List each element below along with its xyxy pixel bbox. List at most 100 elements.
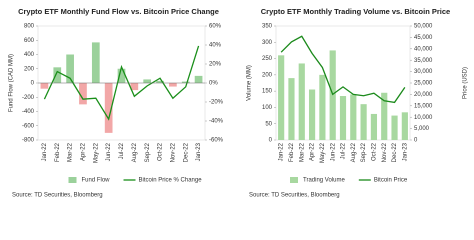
y-tick-label: -800 <box>22 138 35 144</box>
y2-tick-label: 0% <box>209 81 218 87</box>
x-tick-label: Sep-22 <box>145 142 151 162</box>
y-tick-label: 0 <box>31 81 35 87</box>
x-tick-label: Jul-22 <box>119 142 125 159</box>
bar <box>66 54 74 83</box>
x-tick-label: May-22 <box>320 142 326 163</box>
x-tick-label: Jan-23 <box>196 142 202 161</box>
x-tick-label: Oct-22 <box>372 142 378 161</box>
y2-tick-label: -20% <box>209 100 224 106</box>
y-tick-label: 250 <box>262 56 273 62</box>
bar <box>319 74 326 140</box>
bar <box>360 104 367 140</box>
x-tick-label: Jan-23 <box>402 142 408 161</box>
y-axis-title: Volume (MM) <box>247 65 253 101</box>
x-tick-label: Jun-22 <box>106 142 112 161</box>
y-tick-label: 100 <box>262 105 273 111</box>
bar <box>339 96 347 140</box>
bar <box>91 42 100 83</box>
line <box>280 35 406 104</box>
y-axis-title: Fund Flow (CAD MM) <box>9 54 15 112</box>
y-tick-label: 200 <box>262 72 273 78</box>
bar <box>181 81 190 83</box>
y2-tick-label: 45,000 <box>414 35 433 41</box>
source-note: Source: TD Securities, Bloomberg <box>249 193 340 199</box>
x-tick-label: Nov-22 <box>382 142 388 162</box>
legend-swatch <box>290 177 298 183</box>
x-tick-label: Feb-22 <box>55 142 61 162</box>
bar <box>278 55 285 140</box>
bar <box>194 75 203 83</box>
y2-tick-label: 0 <box>414 138 418 144</box>
line <box>43 45 200 121</box>
y2-tick-label: -40% <box>209 119 224 125</box>
y2-tick-label: 40% <box>209 43 222 49</box>
y2-tick-label: 60% <box>209 24 222 30</box>
y-tick-label: -200 <box>22 95 35 101</box>
y2-tick-label: -60% <box>209 138 224 144</box>
bar <box>104 83 113 133</box>
bar <box>117 68 126 83</box>
legend-label: Bitcoin Price % Change <box>139 178 203 184</box>
x-tick-label: Mar-22 <box>68 142 74 162</box>
y-tick-label: 800 <box>24 24 35 30</box>
y2-tick-label: 30,000 <box>414 69 433 75</box>
y-tick-label: 600 <box>24 38 35 44</box>
x-tick-label: Jan-22 <box>279 142 285 161</box>
bar <box>370 113 378 140</box>
x-tick-label: May-22 <box>93 142 99 163</box>
bar <box>288 78 295 140</box>
legend-label: Fund Flow <box>82 178 111 184</box>
y-tick-label: 350 <box>262 24 273 30</box>
x-tick-label: Sep-22 <box>361 142 367 162</box>
chart: Crypto ETF Monthly Fund Flow vs. Bitcoin… <box>9 7 469 199</box>
y-tick-label: -400 <box>22 109 35 115</box>
y-tick-label: 200 <box>24 66 35 72</box>
bar <box>298 63 305 141</box>
y-tick-label: 50 <box>265 121 272 127</box>
x-tick-label: Aug-22 <box>351 142 357 162</box>
x-tick-label: Apr-22 <box>81 142 87 161</box>
y2-tick-label: 50,000 <box>414 24 433 30</box>
y-tick-label: 150 <box>262 89 273 95</box>
y-tick-label: 400 <box>24 52 35 58</box>
x-tick-label: Dec-22 <box>183 142 189 162</box>
y-tick-label: 0 <box>269 138 273 144</box>
y2-tick-label: 10,000 <box>414 115 433 121</box>
y2-tick-label: 5,000 <box>414 126 430 132</box>
y2-tick-label: 35,000 <box>414 58 433 64</box>
bar <box>308 89 316 140</box>
chart-title: Crypto ETF Monthly Fund Flow vs. Bitcoin… <box>18 7 219 16</box>
bar <box>143 79 152 83</box>
bar <box>329 50 336 140</box>
x-tick-label: Aug-22 <box>132 142 138 162</box>
y2-tick-label: 40,000 <box>414 46 433 52</box>
bar <box>169 83 177 87</box>
legend-label: Trading Volume <box>303 178 345 184</box>
x-tick-label: Jan-22 <box>42 142 48 161</box>
bar <box>79 83 87 105</box>
x-tick-label: Apr-22 <box>310 142 316 161</box>
y2-axis-title: Price (USD) <box>463 67 469 99</box>
y2-tick-label: 20,000 <box>414 92 433 98</box>
x-tick-label: Mar-22 <box>299 142 305 162</box>
legend-swatch <box>68 177 77 183</box>
x-tick-label: Jul-22 <box>341 142 347 159</box>
bar <box>381 92 388 140</box>
chart-title: Crypto ETF Monthly Trading Volume vs. Bi… <box>261 7 450 16</box>
y2-tick-label: 25,000 <box>414 81 433 87</box>
bar <box>130 83 139 91</box>
bar <box>391 115 398 140</box>
x-tick-label: Feb-22 <box>289 142 295 162</box>
y-tick-label: 300 <box>262 40 273 46</box>
x-tick-label: Jun-22 <box>330 142 336 161</box>
x-tick-label: Nov-22 <box>170 142 176 162</box>
bar <box>401 112 408 140</box>
x-tick-label: Oct-22 <box>158 142 164 161</box>
source-note: Source: TD Securities, Bloomberg <box>12 193 103 199</box>
bar <box>40 83 49 89</box>
y2-tick-label: 15,000 <box>414 103 433 109</box>
bar <box>350 94 357 140</box>
bar <box>156 80 164 83</box>
y-tick-label: -600 <box>22 123 35 129</box>
legend-label: Bitcoin Price <box>374 178 408 184</box>
